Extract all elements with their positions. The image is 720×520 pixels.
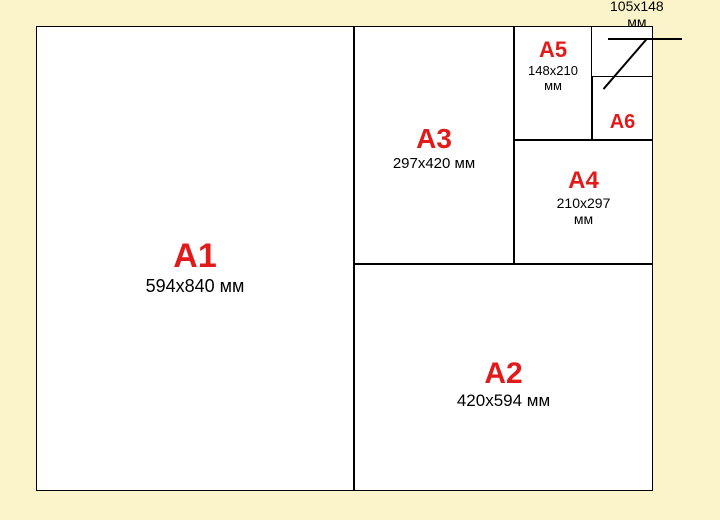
a3-dims: 297x420 мм (355, 155, 513, 172)
a1-box: A1594x840 мм (36, 26, 354, 491)
a5-box: A5148x210мм (514, 26, 592, 140)
a5-title: A5 (515, 27, 591, 63)
a2-box: A2420x594 мм (354, 264, 653, 491)
a5-dims-1: 148x210 (515, 63, 591, 78)
a4-dims-1: 210x297 (515, 195, 652, 211)
a4-dims-2: мм (515, 211, 652, 227)
a6-title: A6 (593, 77, 652, 134)
a4-box: A4210x297мм (514, 140, 653, 264)
a2-dims: 420x594 мм (355, 391, 652, 411)
a6-callout-label: 105x148мм (610, 0, 664, 30)
a1-title: A1 (37, 27, 353, 276)
a1-dims: 594x840 мм (37, 276, 353, 297)
a4-title: A4 (515, 141, 652, 195)
a3-title: A3 (355, 27, 513, 155)
a5-dims-2: мм (515, 78, 591, 93)
a2-title: A2 (355, 265, 652, 391)
a6-box: A6 (592, 76, 653, 140)
paper-size-diagram: A1594x840 ммA2420x594 ммA3297x420 ммA421… (0, 0, 720, 520)
a3-box: A3297x420 мм (354, 26, 514, 264)
